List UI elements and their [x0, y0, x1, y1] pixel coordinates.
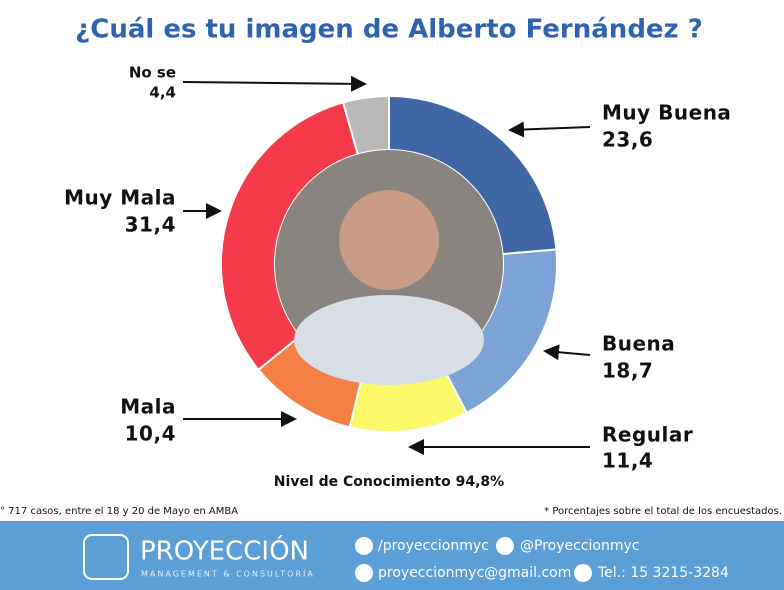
tagline: MANAGEMENT & CONSULTORÍA	[141, 568, 315, 579]
footer-bar	[0, 521, 784, 590]
photo-face	[339, 190, 439, 290]
chart-title: ¿Cuál es tu imagen de Alberto Fernández …	[75, 15, 703, 45]
value-label: 11,4	[602, 449, 653, 473]
value-label: 31,4	[125, 213, 176, 237]
twitter: @Proyeccionmyc	[520, 538, 639, 554]
value-label: 23,6	[602, 128, 653, 152]
category-label: Regular	[602, 423, 693, 447]
value-label: 10,4	[125, 422, 176, 446]
facebook-icon	[355, 537, 373, 555]
facebook: /proyeccionmyc	[378, 538, 489, 554]
email-icon	[355, 564, 373, 582]
arrows	[182, 75, 591, 455]
value-label: 18,7	[602, 359, 653, 383]
note: * Porcentajes sobre el total de los encu…	[544, 506, 782, 517]
photo-shirt	[294, 295, 484, 385]
logo	[83, 534, 129, 580]
phone-icon	[574, 564, 592, 582]
category-label: Buena	[602, 332, 675, 356]
brand: PROYECCIÓN	[140, 535, 309, 567]
twitter-icon	[496, 537, 514, 555]
annotation: Nivel de Conocimiento 94,8%	[274, 474, 504, 490]
category-label: Mala	[120, 395, 176, 419]
value-label: 4,4	[149, 84, 176, 102]
email: proyeccionmyc@gmail.com	[378, 565, 571, 581]
category-label: Muy Buena	[602, 101, 731, 125]
category-label: Muy Mala	[64, 186, 176, 210]
phone: Tel.: 15 3215-3284	[597, 565, 729, 581]
source: ° 717 casos, entre el 18 y 20 de Mayo en…	[0, 506, 238, 517]
category-label: No se	[129, 64, 176, 82]
